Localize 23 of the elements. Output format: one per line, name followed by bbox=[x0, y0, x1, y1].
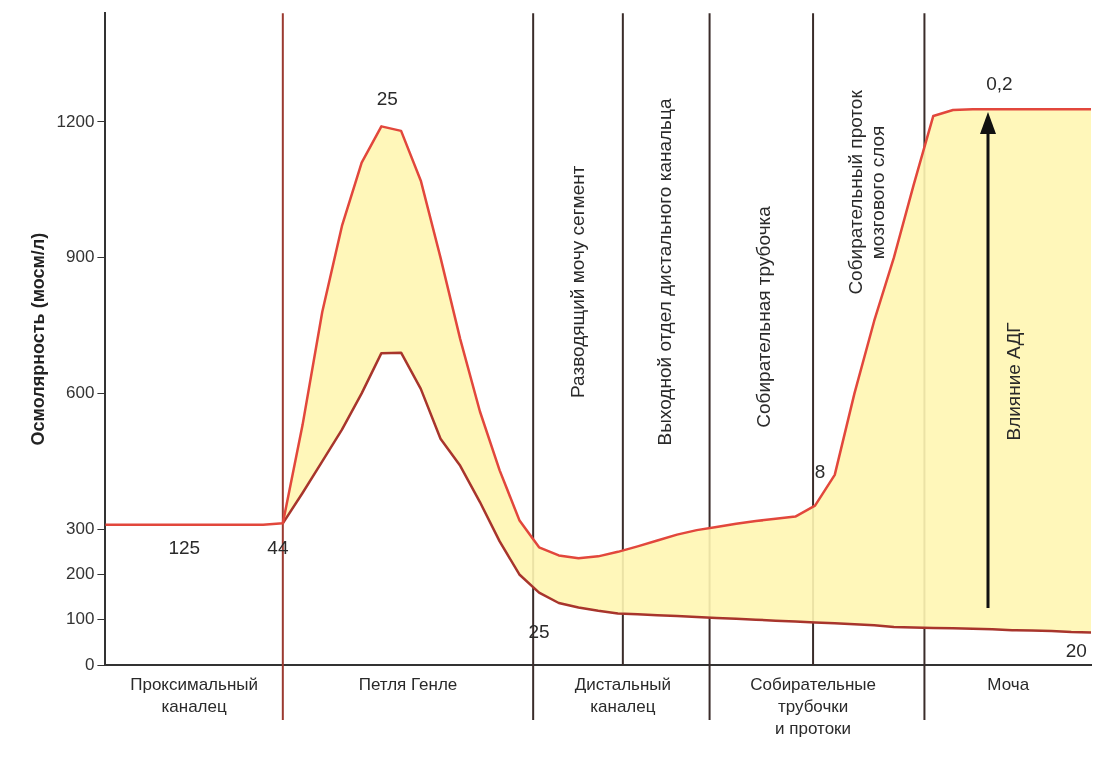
y-tick-label: 0 bbox=[84, 654, 95, 674]
text: Дистальный каналец bbox=[574, 675, 672, 717]
annotation: 8 bbox=[814, 460, 826, 482]
annotation: 0,2 bbox=[986, 73, 1013, 95]
y-tick-label: 100 bbox=[66, 609, 95, 629]
y-tick-label: 300 bbox=[66, 518, 95, 538]
text: Собирательные трубочки и протоки bbox=[750, 675, 876, 739]
annotation: Собирательная трубочка bbox=[753, 205, 775, 428]
annotation: 20 bbox=[1065, 640, 1087, 662]
annotation: 25 bbox=[376, 88, 398, 110]
annotation: Разводящий мочу сегмент bbox=[566, 165, 588, 398]
text: Проксимальный каналец bbox=[130, 675, 259, 717]
y-tick-label: 900 bbox=[66, 247, 95, 267]
text: Петля Генле bbox=[358, 675, 458, 695]
annotation: Влияние АДГ bbox=[1003, 322, 1025, 441]
annotation: 125 bbox=[168, 537, 201, 559]
y-axis-title: Осмолярность (мосм/л) bbox=[27, 232, 48, 446]
annotation: Выходной отдел дистального канальца bbox=[654, 98, 676, 446]
annotation: Собирательный проток мозгового слоя bbox=[844, 89, 888, 295]
text: Моча bbox=[987, 675, 1030, 695]
y-tick-label: 200 bbox=[66, 564, 95, 584]
y-tick-label: 600 bbox=[66, 383, 95, 403]
y-tick-label: 1200 bbox=[56, 111, 95, 131]
